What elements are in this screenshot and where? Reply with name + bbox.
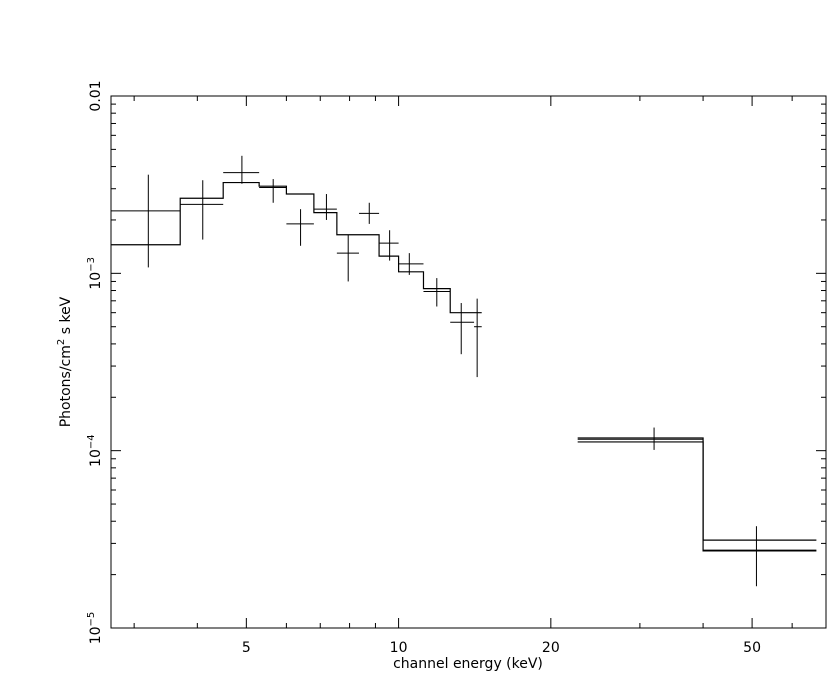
y-axis-label: Photons/cm2 s keV [56, 296, 74, 427]
data-point [180, 180, 224, 240]
data-points [111, 155, 817, 587]
data-point [474, 298, 482, 378]
x-axis-label: channel energy (keV) [393, 656, 543, 672]
model-step-line [111, 181, 482, 314]
plot-frame [110, 95, 827, 629]
axis-ticks [111, 95, 827, 629]
x-tick-label: 10 [390, 640, 408, 656]
data-point [286, 209, 314, 246]
model-step-lines [111, 181, 817, 552]
y-tick-label: 10−4 [86, 434, 104, 467]
data-point [313, 194, 337, 220]
data-point [577, 427, 704, 450]
data-point [703, 526, 817, 587]
y-tick-label: 10−5 [86, 612, 104, 645]
y-tick-label: 0.01 [88, 80, 104, 111]
data-point [223, 155, 260, 184]
model-step-line [577, 437, 817, 541]
x-tick-label: 5 [242, 640, 251, 656]
data-point [111, 174, 181, 268]
y-tick-label: 10−3 [86, 257, 104, 290]
data-point [379, 230, 399, 261]
data-point [398, 253, 424, 275]
x-tick-label: 50 [743, 640, 761, 656]
y-tick-labels: 10−5 10−4 10−3 0.01 [86, 80, 104, 644]
data-point [358, 202, 380, 224]
x-tick-label: 20 [542, 640, 560, 656]
x-tick-labels: 5 10 20 50 [242, 640, 761, 656]
data-point [259, 179, 287, 203]
model-step-line [577, 441, 817, 552]
data-point [423, 278, 451, 307]
data-point [450, 303, 475, 355]
data-point [336, 234, 359, 282]
